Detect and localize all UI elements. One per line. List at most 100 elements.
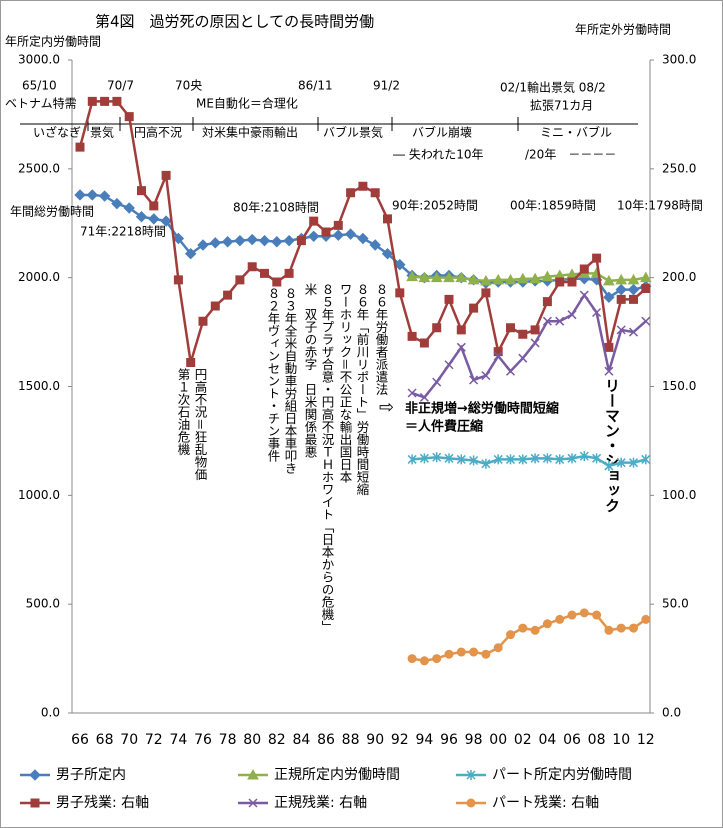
annotation: 第１次石油危機 [176,368,191,456]
x-tick-label: 74 [169,732,187,748]
data-point [87,96,97,106]
data-point [443,271,455,283]
x-tick-label: 98 [465,732,483,748]
annotation: 景気 [90,125,114,140]
data-point [615,273,628,285]
annotation: 02/1輸出景気 08/2 [500,80,606,95]
data-point [184,248,197,260]
data-point [235,275,245,285]
x-tick-label: 72 [145,732,163,748]
data-point [407,454,417,465]
data-point [260,268,269,278]
annotation: バブル景気 [323,125,383,140]
data-point [444,649,454,659]
data-point [481,458,491,469]
annotation: 拡張71カ月 [530,99,593,113]
annotation: いざなぎ [33,125,81,140]
annotation: ワーホリック＝不公正な輸出国日本 [338,283,353,484]
data-point [567,610,577,620]
legend-marker [30,798,40,808]
data-point [518,353,528,363]
data-point [469,647,479,657]
data-point [407,331,417,341]
legend-label: パート残業: 右軸 [492,795,599,811]
data-point [419,338,429,348]
annotation: 10年:1798時間 [617,199,703,213]
x-tick-label: 86 [317,732,335,748]
data-point [469,375,479,385]
y-axis-label: 年所定内労働時間 [5,34,101,49]
legend-marker [247,768,259,780]
data-point [149,201,159,211]
data-point [567,277,577,287]
data-point [555,614,565,624]
y-tick-label: 1500.0 [18,379,60,393]
x-tick-label: 70 [120,732,138,748]
data-point [518,329,528,339]
x-tick-label: 10 [612,732,630,748]
data-point [406,270,418,282]
x-tick-label: 88 [342,732,360,748]
y-tick-label: 2000.0 [18,270,60,284]
annotation: 円高不況＝狂乱物価 [193,368,208,481]
data-point [148,213,160,225]
data-point [321,227,331,237]
data-point [430,271,443,283]
data-point [616,294,626,304]
y-tick-label: 2500.0 [18,161,60,175]
data-point [603,274,615,286]
data-point [333,220,343,230]
data-point [467,273,480,285]
x-tick-label: 92 [391,732,409,748]
x-tick-label: 08 [588,732,606,748]
data-point [641,614,651,624]
data-point [221,236,234,248]
data-point [542,453,552,464]
annotation: ベトナム特需 [5,96,77,111]
annotation: 70/7 [107,79,134,93]
x-tick-label: 82 [268,732,286,748]
annotation: ― 失われた10年 [393,147,484,162]
annotation: 86/11 [298,79,333,93]
data-point [542,619,552,629]
annotation: ８５年プラザ合意・円高不況ＴＨホワイト「日本からの危機」 [320,283,335,633]
data-point [223,290,233,300]
data-point [186,358,196,368]
annotation: ME自動化＝合理化 [196,96,298,111]
annotation: ８６年「前川リポート」労働時間短縮 [355,283,370,496]
data-point [111,197,123,210]
data-point [100,96,110,106]
annotation: 91/2 [373,79,400,93]
data-point [271,236,283,248]
data-point [505,454,516,465]
data-point [455,271,468,283]
data-point [74,189,86,201]
data-point [493,454,503,465]
legend-marker [29,769,41,781]
data-point [641,284,651,294]
x-tick-label: 76 [194,732,212,748]
annotation: ミニ・バブル [540,125,612,140]
legend-label: 男子所定内 [56,767,126,783]
data-point [456,454,466,465]
data-point [418,271,431,283]
data-point [629,294,638,304]
y2-tick-label: 300.0 [662,53,696,67]
y-tick-label: 0.0 [41,706,60,720]
annotation: 70央 [175,79,202,93]
data-point [530,325,540,335]
data-point [604,342,614,352]
data-point [309,216,319,226]
data-point [234,234,246,247]
annotation: 非正規増→総労働時間短縮 [405,401,559,417]
data-point [369,239,381,251]
data-point [419,656,429,666]
y2-tick-label: 0.0 [662,706,681,720]
data-point [628,623,639,633]
data-point [135,211,148,223]
data-point [444,294,454,304]
x-tick-label: 02 [514,732,532,748]
data-point [246,233,258,246]
x-tick-label: 68 [96,732,114,748]
